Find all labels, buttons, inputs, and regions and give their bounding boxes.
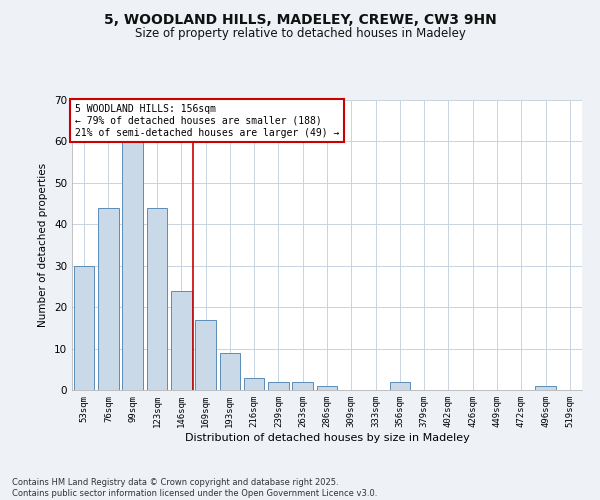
Bar <box>535 386 556 390</box>
X-axis label: Distribution of detached houses by size in Madeley: Distribution of detached houses by size … <box>185 432 469 442</box>
Bar <box>195 320 216 390</box>
Text: 5 WOODLAND HILLS: 156sqm
← 79% of detached houses are smaller (188)
21% of semi-: 5 WOODLAND HILLS: 156sqm ← 79% of detach… <box>74 104 339 138</box>
Bar <box>98 208 119 390</box>
Bar <box>122 129 143 390</box>
Bar <box>244 378 265 390</box>
Bar <box>292 382 313 390</box>
Bar <box>74 266 94 390</box>
Bar <box>171 290 191 390</box>
Bar <box>268 382 289 390</box>
Bar <box>317 386 337 390</box>
Bar <box>389 382 410 390</box>
Text: Size of property relative to detached houses in Madeley: Size of property relative to detached ho… <box>134 28 466 40</box>
Text: 5, WOODLAND HILLS, MADELEY, CREWE, CW3 9HN: 5, WOODLAND HILLS, MADELEY, CREWE, CW3 9… <box>104 12 496 26</box>
Bar <box>220 352 240 390</box>
Text: Contains HM Land Registry data © Crown copyright and database right 2025.
Contai: Contains HM Land Registry data © Crown c… <box>12 478 377 498</box>
Bar <box>146 208 167 390</box>
Y-axis label: Number of detached properties: Number of detached properties <box>38 163 49 327</box>
